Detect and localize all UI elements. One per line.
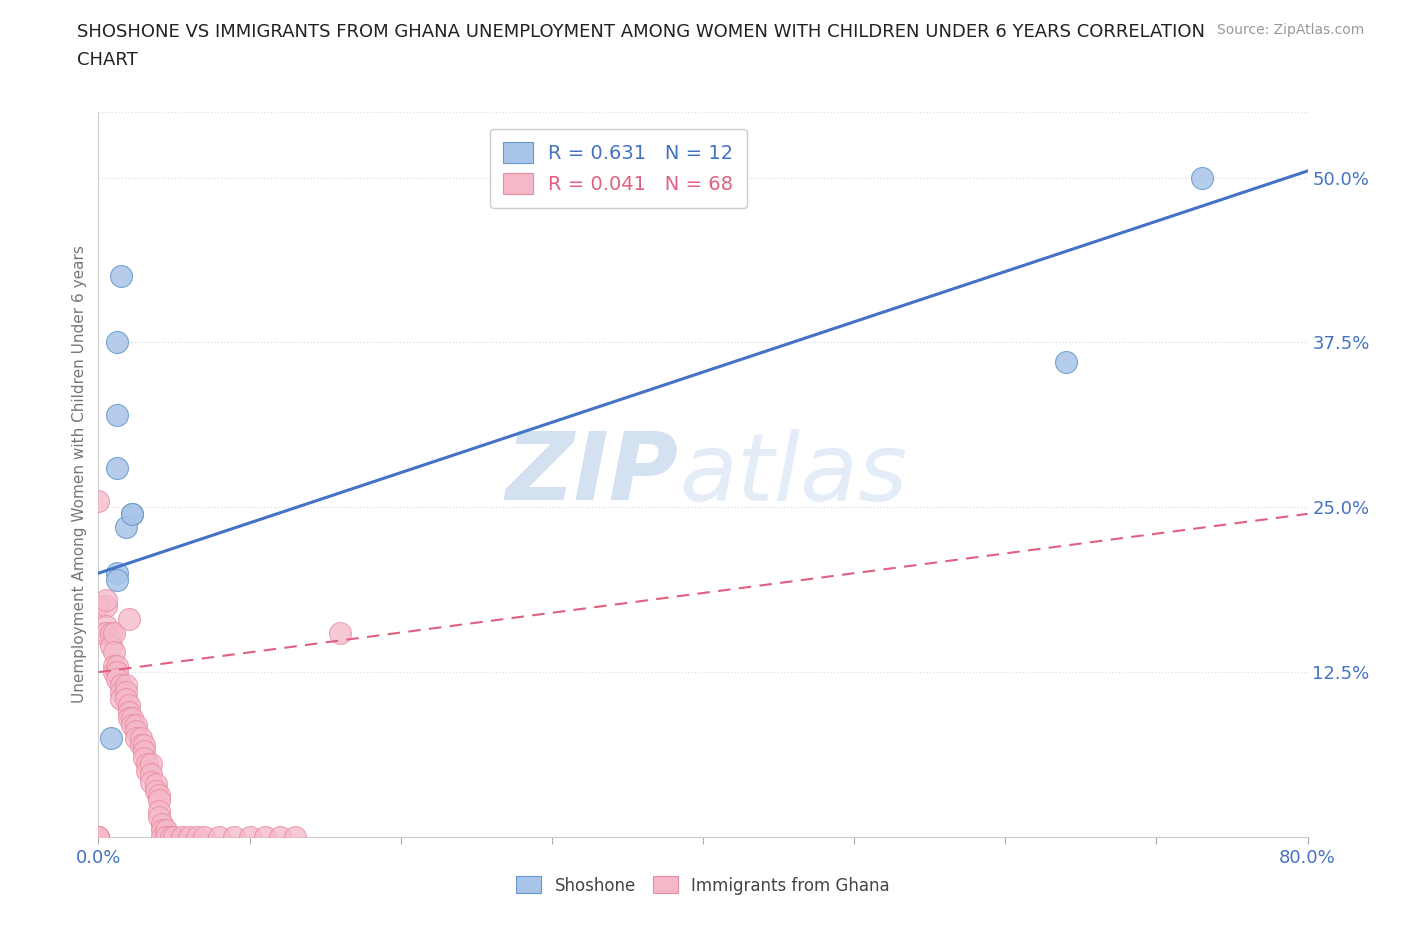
Point: [118, 711, 141, 725]
Text: Source: ZipAtlas.com: Source: ZipAtlas.com: [1216, 23, 1364, 37]
Point: [125, 717, 148, 732]
Point: [125, 731, 148, 746]
Point: [121, 507, 143, 522]
Point: [100, 731, 122, 746]
Text: SHOSHONE VS IMMIGRANTS FROM GHANA UNEMPLOYMENT AMONG WOMEN WITH CHILDREN UNDER 6: SHOSHONE VS IMMIGRANTS FROM GHANA UNEMPL…: [77, 23, 1205, 41]
Point: [125, 724, 148, 739]
Point: [114, 691, 136, 706]
Point: [141, 774, 163, 789]
Point: [160, 830, 183, 844]
Point: [94, 599, 117, 614]
Point: [114, 684, 136, 699]
Point: [269, 830, 291, 844]
Text: ZIP: ZIP: [506, 429, 679, 520]
Point: [105, 572, 128, 587]
Point: [239, 830, 262, 844]
Point: [179, 830, 201, 844]
Point: [105, 665, 128, 680]
Text: atlas: atlas: [679, 429, 907, 520]
Point: [110, 684, 132, 699]
Point: [284, 830, 307, 844]
Point: [94, 592, 117, 607]
Point: [103, 625, 125, 640]
Point: [118, 698, 141, 712]
Point: [148, 810, 170, 825]
Point: [145, 783, 167, 798]
Point: [105, 658, 128, 673]
Point: [105, 335, 128, 350]
Point: [1054, 354, 1077, 369]
Text: CHART: CHART: [77, 51, 138, 69]
Point: [193, 830, 215, 844]
Point: [105, 671, 128, 686]
Point: [121, 711, 143, 725]
Point: [1191, 170, 1213, 185]
Point: [186, 830, 208, 844]
Point: [118, 612, 141, 627]
Point: [103, 644, 125, 659]
Point: [129, 737, 152, 752]
Point: [105, 565, 128, 580]
Point: [87, 830, 110, 844]
Point: [329, 625, 352, 640]
Point: [103, 665, 125, 680]
Point: [87, 599, 110, 614]
Point: [155, 830, 177, 844]
Point: [103, 658, 125, 673]
Point: [110, 691, 132, 706]
Point: [224, 830, 246, 844]
Point: [150, 823, 173, 838]
Point: [150, 830, 173, 844]
Point: [94, 625, 117, 640]
Point: [145, 777, 167, 791]
Point: [170, 830, 193, 844]
Point: [100, 638, 122, 653]
Point: [87, 830, 110, 844]
Point: [121, 717, 143, 732]
Legend: Shoshone, Immigrants from Ghana: Shoshone, Immigrants from Ghana: [510, 870, 896, 901]
Point: [150, 817, 173, 831]
Y-axis label: Unemployment Among Women with Children Under 6 years: Unemployment Among Women with Children U…: [72, 246, 87, 703]
Point: [132, 751, 155, 765]
Point: [94, 618, 117, 633]
Point: [121, 507, 143, 522]
Point: [208, 830, 231, 844]
Point: [155, 823, 177, 838]
Point: [163, 830, 186, 844]
Point: [135, 764, 157, 778]
Point: [253, 830, 276, 844]
Point: [100, 625, 122, 640]
Point: [132, 737, 155, 752]
Point: [110, 269, 132, 284]
Point: [105, 460, 128, 475]
Point: [148, 788, 170, 803]
Point: [87, 625, 110, 640]
Point: [132, 744, 155, 759]
Point: [148, 792, 170, 807]
Point: [141, 757, 163, 772]
Point: [141, 766, 163, 781]
Point: [135, 757, 157, 772]
Point: [148, 804, 170, 818]
Point: [87, 493, 110, 508]
Point: [110, 678, 132, 693]
Point: [129, 731, 152, 746]
Point: [114, 520, 136, 535]
Point: [118, 704, 141, 719]
Point: [114, 678, 136, 693]
Point: [105, 407, 128, 422]
Point: [87, 830, 110, 844]
